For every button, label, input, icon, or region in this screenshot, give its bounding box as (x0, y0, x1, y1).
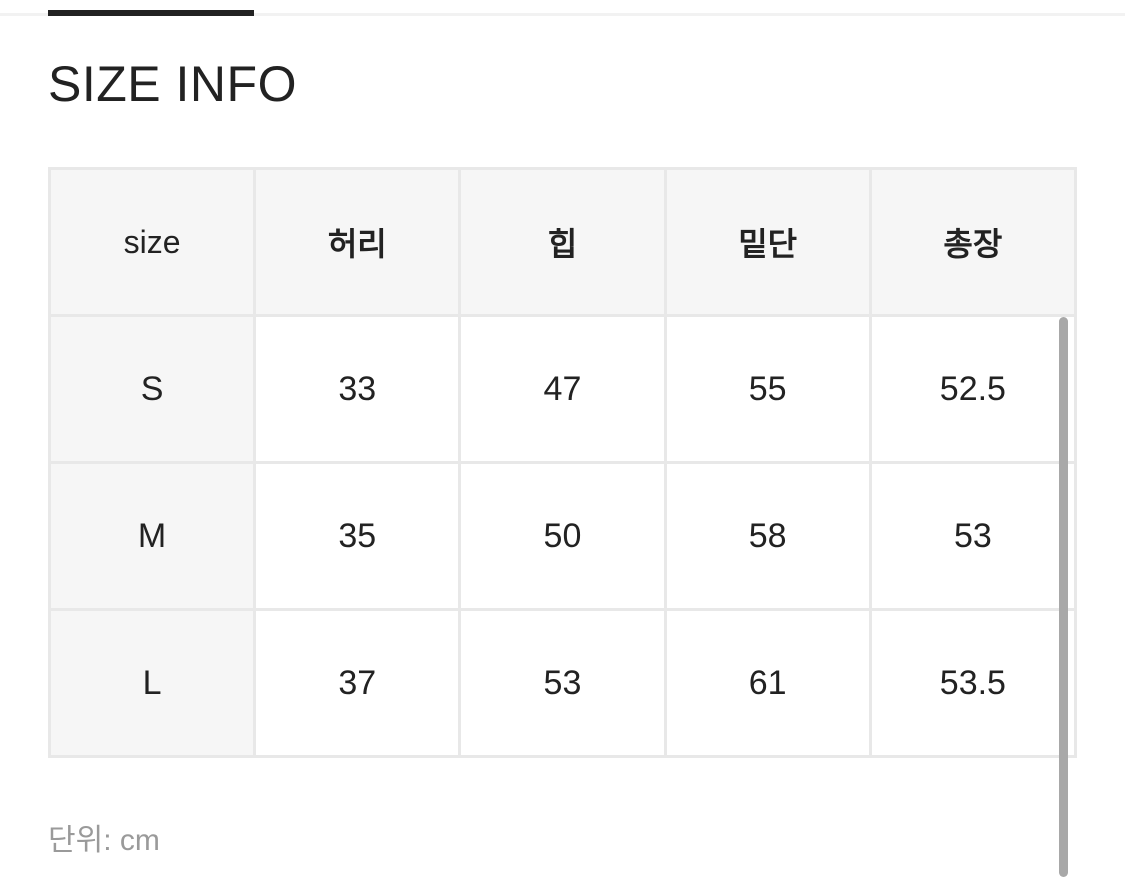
table-row: S 33 47 55 52.5 (47, 314, 1078, 464)
table-row: M 35 50 58 53 (47, 461, 1078, 611)
cell-size: L (47, 608, 257, 758)
tab-bar-divider (0, 13, 1125, 16)
unit-note: 단위: cm (48, 824, 160, 857)
cell: 53.5 (868, 608, 1078, 758)
active-tab-indicator (48, 10, 254, 16)
cell: 55 (663, 314, 872, 464)
header-length: 총장 (868, 167, 1078, 317)
header-size: size (47, 167, 257, 317)
size-table: size 허리 힙 밑단 총장 S 33 47 55 52.5 M 35 50 … (47, 167, 1078, 758)
cell: 58 (663, 461, 872, 611)
header-hip: 힙 (458, 167, 667, 317)
page-title: SIZE INFO (48, 56, 297, 112)
cell-size: S (47, 314, 257, 464)
header-waist: 허리 (253, 167, 462, 317)
table-row: L 37 53 61 53.5 (47, 608, 1078, 758)
cell: 47 (458, 314, 667, 464)
header-hem: 밑단 (663, 167, 872, 317)
cell: 35 (253, 461, 462, 611)
cell: 52.5 (868, 314, 1078, 464)
cell: 37 (253, 608, 462, 758)
cell: 50 (458, 461, 667, 611)
cell: 53 (458, 608, 667, 758)
cell: 61 (663, 608, 872, 758)
cell: 53 (868, 461, 1078, 611)
cell-size: M (47, 461, 257, 611)
scrollbar[interactable] (1059, 317, 1068, 877)
table-header-row: size 허리 힙 밑단 총장 (47, 167, 1078, 317)
cell: 33 (253, 314, 462, 464)
